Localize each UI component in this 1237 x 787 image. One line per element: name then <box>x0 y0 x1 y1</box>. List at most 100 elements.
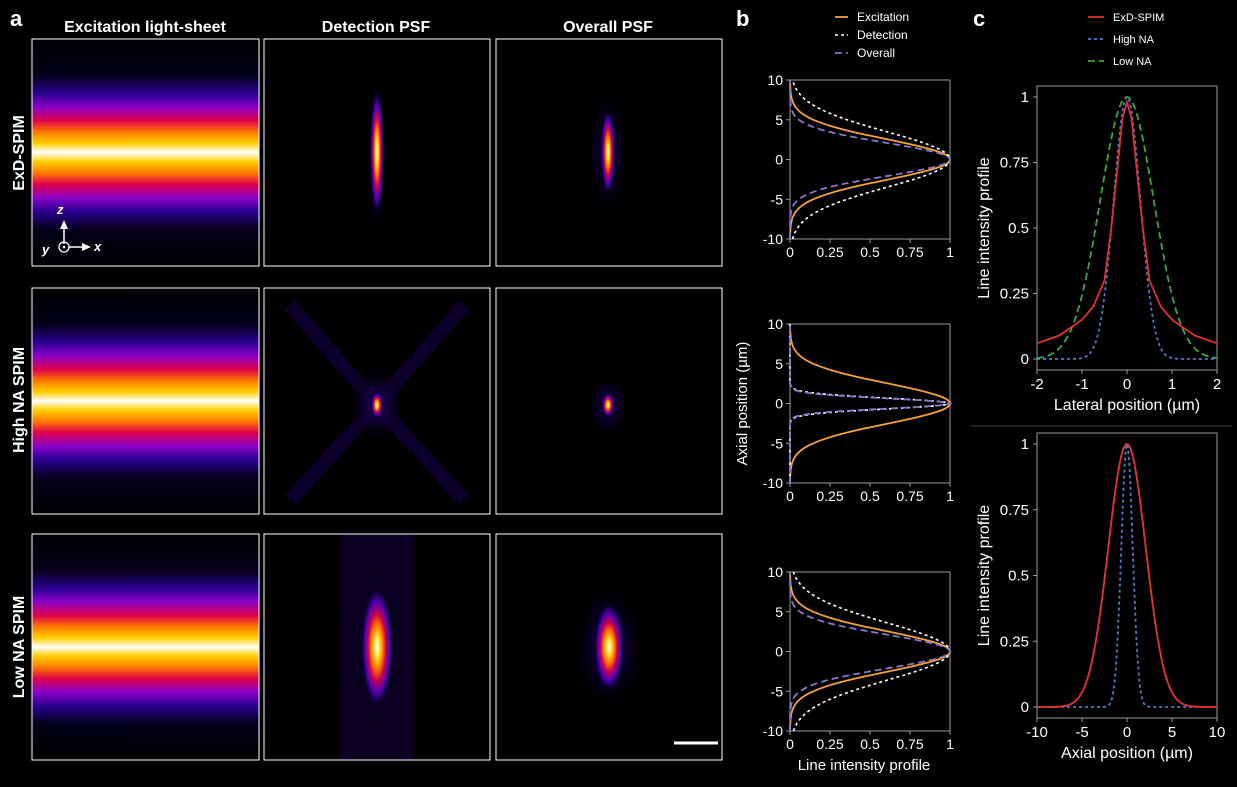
y-tick-label: 10 <box>767 72 783 88</box>
x-tick-label: 0.25 <box>816 736 843 752</box>
series-line-high-na <box>1037 443 1217 708</box>
y-axis-label: Line intensity profile <box>976 157 993 299</box>
series-line-exd-spim <box>1036 98 1218 345</box>
x-tick-label: 0 <box>786 244 794 260</box>
column-title-excitation: Excitation light-sheet <box>64 19 226 36</box>
legend-panel-b: Excitation Detection Overall <box>835 10 909 60</box>
panel-letter-b: b <box>736 6 749 31</box>
series-line-detection <box>791 79 951 240</box>
y-tick-label: -5 <box>771 435 784 451</box>
x-tick-label: 0 <box>1123 376 1131 393</box>
y-tick-label: -10 <box>763 723 783 739</box>
chart-2-panel-b: 0 0.25 0.5 0.75 1 -10 -5 0 5 10 Axial position (µm… <box>734 316 954 504</box>
legends-layer: Excitation Detection Overall ExD-SPIM High N… <box>835 10 1164 68</box>
x-tick-label: -1 <box>1075 376 1088 393</box>
legend-label-low-na: Low NA <box>1113 56 1152 68</box>
series-line-overall <box>789 80 951 239</box>
image-low-na-excitation <box>31 533 260 761</box>
y-tick-label: 0 <box>1021 699 1029 716</box>
column-title-detection: Detection PSF <box>322 19 431 36</box>
coordinate-axes-icon: z y x <box>41 202 102 257</box>
y-tick-label: -10 <box>763 475 783 491</box>
legend-label-excitation: Excitation <box>857 10 909 24</box>
y-axis-label: Axial position (µm) <box>734 342 751 466</box>
x-tick-label: 10 <box>1209 724 1226 741</box>
x-axis-label: Line intensity profile <box>798 757 931 774</box>
y-axis-label: Line intensity profile <box>976 505 993 647</box>
y-tick-label: 0.75 <box>1000 502 1029 519</box>
x-tick-label: 0.75 <box>896 244 923 260</box>
y-tick-label: 5 <box>775 604 783 620</box>
x-tick-label: 0.5 <box>860 736 880 752</box>
image-high-na-overall <box>495 287 723 515</box>
x-tick-label: 1 <box>946 488 954 504</box>
x-tick-label: 0 <box>786 736 794 752</box>
chart-3-panel-b: 0 0.25 0.5 0.75 1 -10 -5 0 5 10 Line intensity pro… <box>763 564 954 774</box>
image-low-na-overall <box>495 533 723 761</box>
y-tick-label: 1 <box>1021 89 1029 106</box>
y-tick-label: 0 <box>1021 351 1029 368</box>
y-tick-label: 0.5 <box>1008 568 1029 585</box>
axis-label-z: z <box>56 202 64 217</box>
series-line-exd-spim <box>1037 443 1217 708</box>
image-high-na-excitation <box>31 287 260 515</box>
chart-5-panel-c: -10 -5 0 5 10 0 0.25 0.5 0.75 1 Line intensity pro… <box>976 432 1226 762</box>
x-tick-label: -2 <box>1030 376 1043 393</box>
y-tick-label: 10 <box>767 564 783 580</box>
series-line-excitation <box>789 80 951 239</box>
row-title-low-na: Low NA SPIM <box>11 596 28 699</box>
series-line-overall <box>789 572 951 731</box>
plot-frame <box>1036 432 1218 719</box>
x-tick-label: 0.25 <box>816 488 843 504</box>
legend-label-overall: Overall <box>857 46 895 60</box>
x-tick-label: 1 <box>946 736 954 752</box>
plot-frame <box>789 79 951 240</box>
image-high-na-detection <box>263 287 491 515</box>
x-axis-label: Axial position (µm) <box>1061 745 1193 762</box>
legend-panel-c: ExD-SPIM High NA Low NA <box>1088 12 1164 68</box>
y-tick-label: 0.25 <box>1000 633 1029 650</box>
axis-label-y: y <box>41 242 50 257</box>
x-tick-label: -5 <box>1075 724 1088 741</box>
y-tick-label: 5 <box>775 356 783 372</box>
chart-4-panel-c: -2 -1 0 1 2 0 0.25 0.5 0.75 1 Line intensity profi… <box>976 85 1221 414</box>
y-tick-label: 0.5 <box>1008 220 1029 237</box>
y-tick-label: 0.75 <box>1000 155 1029 172</box>
panel-letter-c: c <box>973 6 985 31</box>
x-tick-label: 2 <box>1213 376 1221 393</box>
row-title-high-na: High NA SPIM <box>11 347 28 453</box>
x-tick-label: 0.75 <box>896 488 923 504</box>
x-tick-label: 0.75 <box>896 736 923 752</box>
series-line-low-na <box>1037 443 1217 708</box>
plot-frame <box>789 323 951 484</box>
legend-label-detection: Detection <box>857 28 908 42</box>
column-title-overall: Overall PSF <box>563 19 653 36</box>
plot-frame <box>1036 85 1218 371</box>
y-tick-label: 5 <box>775 112 783 128</box>
x-tick-label: 0.5 <box>860 244 880 260</box>
x-tick-label: 0 <box>1123 724 1131 741</box>
chart-1-panel-b: 0 0.25 0.5 0.75 1 -10 -5 0 5 10 <box>763 72 954 260</box>
series-line-detection <box>789 324 953 483</box>
x-tick-label: 5 <box>1168 724 1176 741</box>
x-tick-label: 0 <box>786 488 794 504</box>
image-exd-excitation <box>31 38 260 267</box>
x-tick-label: 0.25 <box>816 244 843 260</box>
legend-label-high-na: High NA <box>1113 34 1155 46</box>
x-tick-label: 1 <box>946 244 954 260</box>
x-tick-label: 1 <box>1168 376 1176 393</box>
x-axis-label: Lateral position (µm) <box>1054 397 1200 414</box>
y-tick-label: 0 <box>775 152 783 168</box>
legend-label-exd-spim: ExD-SPIM <box>1113 12 1164 24</box>
x-tick-label: 0.5 <box>860 488 880 504</box>
y-tick-label: -5 <box>771 191 784 207</box>
y-tick-label: -5 <box>771 683 784 699</box>
image-low-na-detection <box>263 533 491 761</box>
series-line-high-na <box>1037 95 1217 360</box>
series-line-detection <box>792 571 951 732</box>
y-tick-label: -10 <box>763 231 783 247</box>
y-tick-label: 0 <box>775 396 783 412</box>
image-exd-detection <box>263 38 491 267</box>
image-exd-overall <box>495 38 723 267</box>
